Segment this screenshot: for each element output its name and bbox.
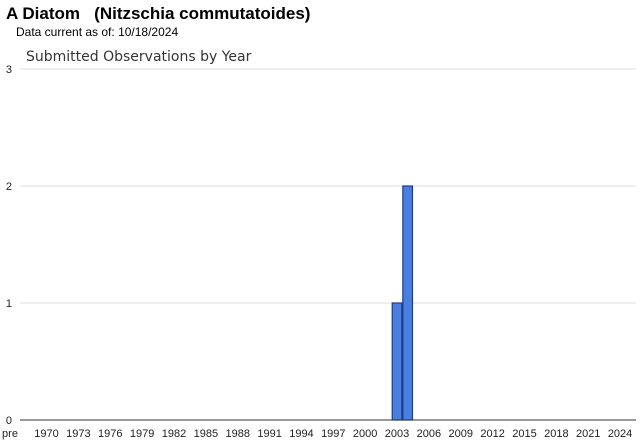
x-tick-label: 1991: [257, 428, 281, 440]
x-tick-label: pre: [2, 428, 18, 440]
date-value: 10/18/2024: [118, 25, 179, 39]
bars: [391, 185, 414, 421]
bar: [402, 185, 414, 421]
x-tick-label: 2021: [576, 428, 600, 440]
chart-title: Submitted Observations by Year: [26, 49, 252, 65]
x-tick-label: 2000: [353, 428, 377, 440]
x-tick-label: 2012: [480, 428, 504, 440]
y-tick-label: 0: [6, 415, 12, 427]
grid-lines: [20, 68, 636, 304]
x-axis-labels: pre 1970 1973 1976 1979 1982 1985 1988 1991 1994 1…: [2, 428, 632, 440]
bar: [391, 302, 403, 421]
y-tick-label: 3: [6, 64, 12, 76]
x-tick-label: 1973: [66, 428, 90, 440]
x-tick-label: 1994: [289, 428, 313, 440]
x-tick-label: 1976: [98, 428, 122, 440]
x-tick-label: 1970: [34, 428, 58, 440]
x-tick-label: 2015: [512, 428, 536, 440]
x-tick-label: 1979: [130, 428, 154, 440]
y-tick-label: 1: [6, 298, 12, 310]
x-tick-label: 2003: [385, 428, 409, 440]
x-tick-label: 2018: [544, 428, 568, 440]
species-title: A Diatom (Nitzschia commutatoides): [6, 4, 311, 23]
x-tick-label: 1988: [225, 428, 249, 440]
y-tick-label: 2: [6, 181, 12, 193]
x-tick-label: 2006: [417, 428, 441, 440]
x-tick-label: 2024: [608, 428, 632, 440]
x-tick-label: 1997: [321, 428, 345, 440]
y-axis-labels: 0 1 2 3: [6, 64, 12, 427]
x-tick-label: 2009: [449, 428, 473, 440]
x-tick-label: 1982: [162, 428, 186, 440]
x-tick-label: 1985: [194, 428, 218, 440]
date-label: Data current as of:: [16, 25, 115, 39]
data-date-line: Data current as of: 10/18/2024: [16, 25, 178, 39]
